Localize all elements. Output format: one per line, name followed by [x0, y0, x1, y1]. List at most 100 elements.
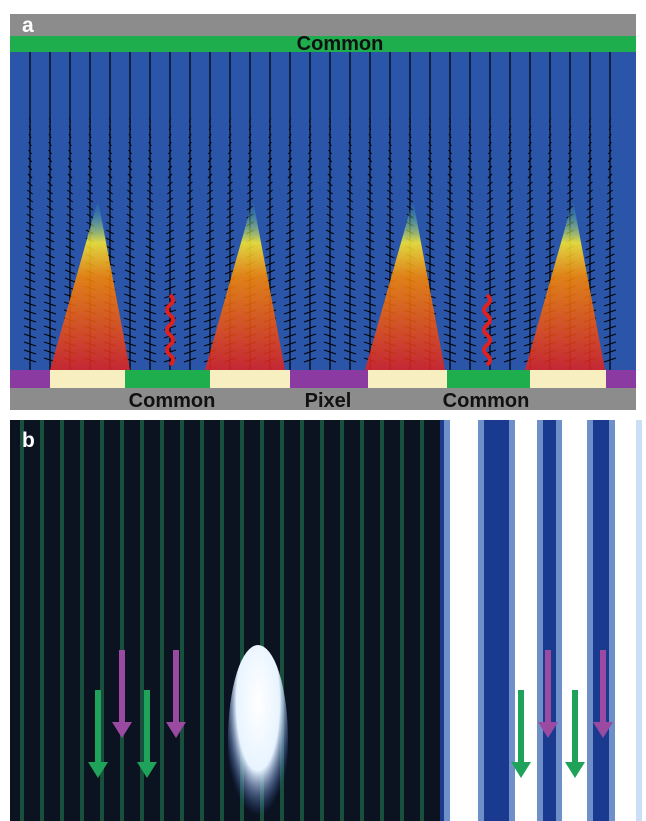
field-glows [50, 200, 605, 370]
stripe [200, 420, 204, 821]
tilt [323, 317, 337, 323]
tilt [127, 157, 133, 163]
tilt [26, 221, 34, 227]
tilt [525, 229, 535, 235]
tilt [603, 357, 617, 363]
tilt [47, 157, 53, 163]
tilt [504, 285, 516, 291]
tilt [446, 197, 454, 203]
tilt [545, 245, 555, 251]
tilt [188, 149, 192, 155]
tilt [466, 213, 474, 219]
tilt [325, 261, 335, 267]
tilt [446, 221, 454, 227]
tilt [607, 181, 613, 187]
stripe [420, 420, 424, 821]
tilt [88, 141, 92, 147]
tilt [306, 197, 314, 203]
tilt [568, 149, 572, 155]
tilt [567, 165, 573, 171]
tilt [448, 133, 452, 139]
tilt [484, 277, 496, 283]
tilt [187, 173, 193, 179]
tilt [303, 333, 317, 339]
tilt [285, 245, 295, 251]
tilt [106, 221, 114, 227]
stripe [100, 420, 104, 821]
tilt [25, 229, 35, 235]
tilt [605, 229, 615, 235]
tilt [108, 141, 112, 147]
tilt [386, 213, 394, 219]
tilt [426, 213, 434, 219]
tilt [286, 221, 294, 227]
tilt [447, 165, 453, 171]
tilt [508, 141, 512, 147]
arrows [88, 650, 613, 778]
tilt [228, 117, 232, 123]
tilt [23, 317, 37, 323]
tilt [188, 117, 192, 123]
tilt [126, 197, 134, 203]
tilt [324, 277, 336, 283]
tilt [607, 173, 613, 179]
tilt [65, 253, 75, 259]
tilt [346, 197, 354, 203]
tilt [45, 253, 55, 259]
tilt [128, 149, 132, 155]
tilt [525, 237, 535, 243]
tilt [166, 213, 174, 219]
tilt [167, 181, 173, 187]
tilt [468, 133, 472, 139]
tilt [325, 229, 335, 235]
tilt [208, 141, 212, 147]
tilt [464, 277, 476, 283]
tilt [528, 149, 532, 155]
tilt [524, 285, 536, 291]
tilt [187, 181, 193, 187]
tilt [427, 157, 433, 163]
tilt [108, 125, 112, 131]
tilt [344, 301, 356, 307]
bright-stripe [450, 420, 478, 821]
tilt [26, 205, 34, 211]
tilt [345, 245, 355, 251]
tilt [123, 325, 137, 331]
tilt [107, 165, 113, 171]
tilt [106, 197, 114, 203]
tilt [67, 189, 73, 195]
tilt [184, 301, 196, 307]
tilt [288, 149, 292, 155]
tilt [448, 149, 452, 155]
tilt [247, 181, 253, 187]
tilt [603, 341, 617, 347]
tilt [148, 133, 152, 139]
tilt [326, 213, 334, 219]
tilt [304, 293, 316, 299]
tilt [227, 173, 233, 179]
tilt [327, 173, 333, 179]
tilt [207, 173, 213, 179]
tilt [187, 165, 193, 171]
tilt [608, 117, 612, 123]
bottom-substrate [10, 388, 636, 410]
tilt [45, 261, 55, 267]
tilt [466, 205, 474, 211]
tilt [345, 229, 355, 235]
tilt [206, 221, 214, 227]
electrode [368, 370, 447, 388]
tilt [387, 165, 393, 171]
tilt [503, 341, 517, 347]
tilt [605, 245, 615, 251]
tilt [486, 205, 494, 211]
tilt [43, 333, 57, 339]
tilt [146, 205, 154, 211]
tilt [166, 205, 174, 211]
tilt [407, 173, 413, 179]
tilt [247, 173, 253, 179]
tilt [106, 205, 114, 211]
tilt [528, 141, 532, 147]
tilt [588, 133, 592, 139]
tilt [307, 157, 313, 163]
bright-stripe [615, 420, 636, 821]
